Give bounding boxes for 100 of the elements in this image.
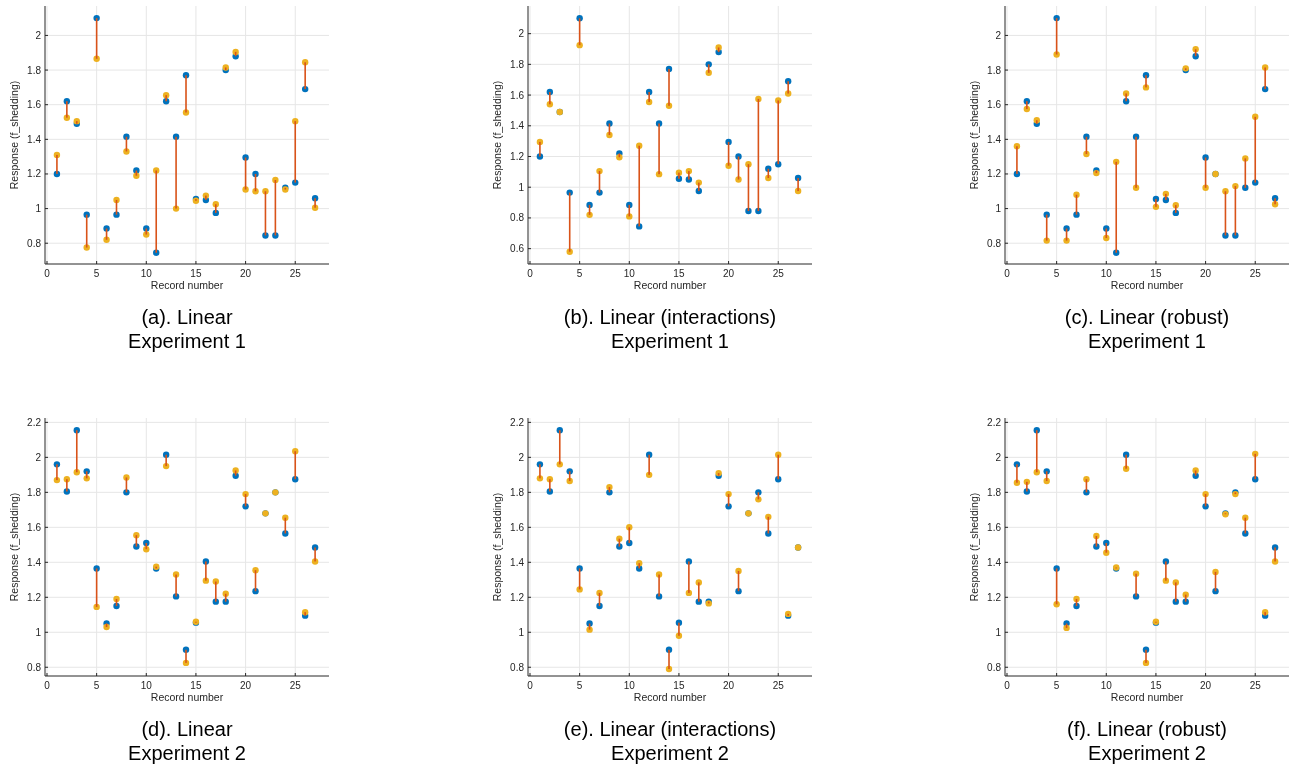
x-axis-title: Record number (633, 691, 707, 703)
y-tick-label: 2.2 (987, 416, 1002, 428)
x-tick-label: 25 (289, 680, 302, 691)
y-tick-label: 0.8 (510, 661, 525, 673)
y-tick-label: 1.6 (27, 521, 42, 533)
x-tick-label: 15 (1150, 680, 1162, 691)
x-axis-title: Record number (1110, 691, 1184, 703)
y-tick-label: 0.8 (27, 237, 42, 249)
y-tick-label: 0.8 (987, 661, 1002, 673)
x-tick-label: 5 (576, 268, 583, 279)
text: Experiment 1 (128, 330, 246, 352)
y-tick-label: 1 (518, 181, 525, 193)
x-tick-label: 25 (772, 268, 785, 279)
x-tick-label: 20 (723, 268, 735, 279)
y-tick-label: 1.6 (510, 521, 525, 533)
text: (f). Linear (robust) (1066, 718, 1228, 740)
y-tick-label: 1.4 (510, 120, 525, 132)
x-tick-label: 5 (1053, 680, 1060, 691)
y-tick-label: 2 (518, 28, 525, 40)
y-tick-label: 1.4 (27, 556, 42, 568)
y-tick-label: 1 (35, 626, 42, 638)
x-tick-label: 20 (240, 680, 252, 691)
y-tick-label: 1.8 (510, 58, 525, 70)
text: (e). Linear (interactions) (563, 718, 777, 740)
y-tick-label: 1.6 (510, 89, 525, 101)
y-tick-label: 1.4 (510, 556, 525, 568)
x-tick-label: 10 (140, 680, 153, 691)
y-tick-label: 2.2 (510, 416, 525, 428)
x-tick-label: 10 (140, 268, 153, 279)
y-tick-label: 0.8 (987, 237, 1002, 249)
x-tick-label: 10 (623, 680, 636, 691)
x-tick-label: 10 (1100, 268, 1113, 279)
x-axis-title: Record number (1110, 279, 1184, 291)
y-tick-label: 1 (995, 203, 1002, 215)
x-tick-label: 10 (1100, 680, 1113, 691)
x-tick-label: 0 (44, 680, 51, 691)
x-tick-label: 20 (723, 680, 735, 691)
text: Experiment 2 (1088, 742, 1206, 764)
y-axis-title: Response (f_shedding) (491, 492, 503, 602)
y-tick-label: 2 (35, 29, 42, 41)
y-axis-title: Response (f_shedding) (968, 80, 980, 190)
y-tick-label: 0.8 (510, 212, 525, 224)
y-tick-label: 1.6 (987, 521, 1002, 533)
x-tick-label: 0 (1004, 268, 1011, 279)
x-axis-title: Record number (150, 691, 224, 703)
x-axis-title: Record number (633, 279, 707, 291)
text: (c). Linear (robust) (1064, 306, 1230, 328)
y-axis-title: Response (f_shedding) (8, 492, 20, 602)
y-tick-label: 1.8 (510, 486, 525, 498)
y-tick-label: 1.8 (987, 64, 1002, 76)
text: (a). Linear (141, 306, 233, 328)
y-tick-label: 1 (995, 626, 1002, 638)
text: Experiment 1 (1088, 330, 1206, 352)
x-tick-label: 20 (240, 268, 252, 279)
x-tick-label: 20 (1200, 680, 1212, 691)
x-tick-label: 0 (527, 268, 534, 279)
y-tick-label: 2 (995, 29, 1002, 41)
y-axis-title: Response (f_shedding) (491, 80, 503, 190)
x-axis-title: Record number (150, 279, 224, 291)
text: (b). Linear (interactions) (563, 306, 777, 328)
y-axis-title: Response (f_shedding) (968, 492, 980, 602)
y-tick-label: 1.8 (27, 486, 42, 498)
y-tick-label: 2 (995, 451, 1002, 463)
y-tick-label: 0.6 (510, 243, 525, 255)
x-tick-label: 5 (93, 680, 100, 691)
y-tick-label: 1.2 (27, 591, 42, 603)
x-tick-label: 20 (1200, 268, 1212, 279)
y-tick-label: 1.2 (27, 168, 42, 180)
x-tick-label: 5 (576, 680, 583, 691)
y-tick-label: 1.2 (510, 151, 525, 162)
x-tick-label: 5 (93, 268, 100, 279)
x-tick-label: 0 (527, 680, 534, 691)
y-tick-label: 1 (518, 626, 525, 638)
y-tick-label: 1.2 (510, 591, 525, 603)
x-tick-label: 15 (673, 268, 685, 279)
x-tick-label: 15 (1150, 268, 1162, 279)
y-tick-label: 1 (35, 203, 42, 215)
y-tick-label: 1.8 (987, 486, 1002, 498)
x-tick-label: 25 (772, 680, 785, 691)
x-tick-label: 5 (1053, 268, 1060, 279)
x-tick-label: 0 (1004, 680, 1011, 691)
x-tick-label: 15 (190, 268, 202, 279)
y-tick-label: 1.4 (27, 133, 42, 145)
y-tick-label: 1.8 (27, 64, 42, 76)
y-tick-label: 2 (518, 451, 525, 463)
x-tick-label: 10 (623, 268, 636, 279)
x-tick-label: 25 (1249, 268, 1262, 279)
y-tick-label: 2 (35, 451, 42, 463)
x-tick-label: 15 (190, 680, 202, 691)
y-tick-label: 1.4 (987, 133, 1002, 145)
text: Experiment 2 (128, 742, 246, 764)
x-tick-label: 15 (673, 680, 685, 691)
y-tick-label: 1.2 (987, 168, 1002, 180)
x-tick-label: 0 (44, 268, 51, 279)
text: (d). Linear (141, 718, 233, 740)
y-tick-label: 0.8 (27, 661, 42, 673)
y-tick-label: 1.6 (987, 99, 1002, 111)
x-tick-label: 25 (289, 268, 302, 279)
y-tick-label: 2.2 (27, 416, 42, 428)
text: Experiment 1 (611, 330, 729, 352)
